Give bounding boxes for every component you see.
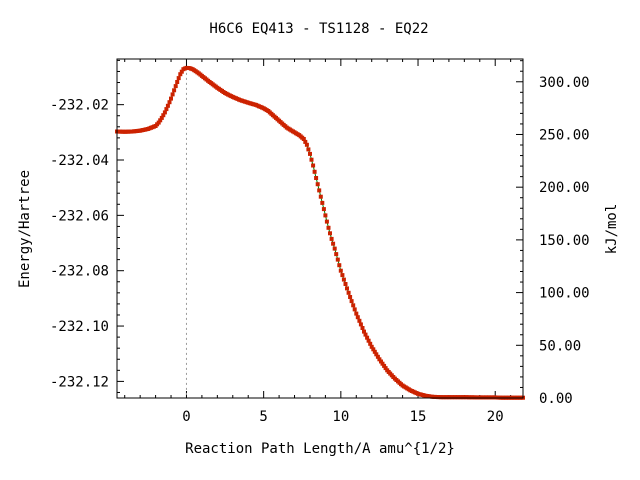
data-point [176, 76, 181, 81]
data-point [369, 344, 374, 349]
data-point [173, 84, 178, 89]
data-point [355, 315, 360, 320]
data-point [328, 231, 332, 236]
y2-tick-label: 150.00 [539, 233, 590, 249]
y-tick-label: -232.12 [50, 374, 109, 390]
data-point [161, 113, 166, 118]
data-point [172, 88, 177, 93]
data-point [372, 349, 377, 354]
y2-tick-label: 200.00 [539, 180, 590, 196]
data-point [167, 100, 172, 105]
data-point [326, 225, 331, 230]
data-point [335, 257, 340, 262]
y2-tick-label: 0.00 [539, 391, 573, 407]
data-point [158, 118, 163, 123]
data-point [383, 366, 388, 371]
data-point [304, 142, 309, 147]
data-point [165, 103, 170, 108]
x-tick-label: 5 [259, 409, 267, 425]
data-point [170, 92, 175, 97]
data-point [162, 110, 167, 115]
data-point [354, 311, 359, 316]
data-point [301, 137, 306, 141]
data-point [324, 219, 329, 224]
y2-axis-label: kJ/mol [604, 204, 620, 255]
data-point [315, 182, 320, 187]
series-line [116, 67, 523, 399]
data-point [358, 322, 363, 327]
x-tick-label: 0 [182, 409, 190, 425]
plot-frame [116, 58, 524, 399]
axes-layer: 0 5 10 15 20 -232.02 -232.04 -232.06 -232.08 -232… [50, 59, 590, 425]
data-point [179, 69, 184, 74]
data-point [312, 169, 317, 174]
data-point [382, 363, 387, 368]
data-point [159, 115, 164, 120]
data-point [311, 163, 316, 168]
x-tick-label: 10 [332, 409, 349, 425]
data-point [323, 213, 328, 218]
x-tick-label: 15 [410, 409, 427, 425]
data-point [362, 329, 366, 334]
data-point [375, 354, 380, 359]
data-point [306, 147, 311, 152]
chart-title: H6C6 EQ413 - TS1128 - EQ22 [209, 21, 428, 37]
y2-tick-label: 100.00 [539, 286, 590, 302]
data-point [303, 139, 308, 144]
data-point [379, 359, 383, 364]
data-point [318, 194, 323, 199]
data-point [331, 241, 336, 246]
data-point [175, 80, 180, 84]
data-point [380, 361, 385, 366]
data-point [334, 252, 339, 257]
data-point [345, 286, 349, 291]
data-point [314, 176, 319, 180]
y-axis-label: Energy/Hartree [17, 170, 33, 288]
data-point [363, 332, 368, 337]
x-axis-label: Reaction Path Length/A amu^{1/2} [185, 441, 455, 457]
data-point [348, 295, 353, 299]
data-point [357, 318, 362, 323]
data-point [371, 347, 376, 352]
data-point [374, 352, 379, 357]
y-tick-label: -232.02 [50, 98, 109, 114]
data-point [337, 263, 342, 268]
data-point [309, 157, 314, 162]
y-tick-label: -232.08 [50, 264, 109, 280]
data-point [169, 96, 173, 101]
y-tick-label: -232.06 [50, 208, 109, 224]
data-point [351, 303, 356, 308]
data-point [340, 273, 345, 278]
data-point [341, 277, 346, 282]
data-point [366, 338, 371, 343]
data-point [352, 307, 357, 312]
data-point [308, 151, 312, 156]
data-point [343, 282, 348, 286]
data-point [156, 120, 161, 125]
data-point [320, 200, 325, 205]
y2-tick-label: 250.00 [539, 127, 590, 143]
y2-tick-label: 300.00 [539, 75, 590, 91]
y-tick-label: -232.10 [50, 319, 109, 335]
data-point [321, 207, 326, 212]
data-point [377, 357, 382, 362]
x-tick-label: 20 [487, 409, 504, 425]
series-points [115, 65, 525, 400]
data-point [338, 268, 343, 273]
data-point [365, 335, 370, 340]
data-point [346, 290, 351, 295]
data-point [349, 299, 354, 304]
data-point [329, 236, 334, 241]
data-point [317, 188, 322, 193]
data-point [178, 72, 183, 77]
y2-tick-label: 50.00 [539, 338, 581, 354]
data-point [368, 341, 373, 346]
data-point [360, 326, 365, 330]
data-point [164, 107, 169, 112]
data-point [332, 246, 337, 251]
y-tick-label: -232.04 [50, 153, 109, 169]
